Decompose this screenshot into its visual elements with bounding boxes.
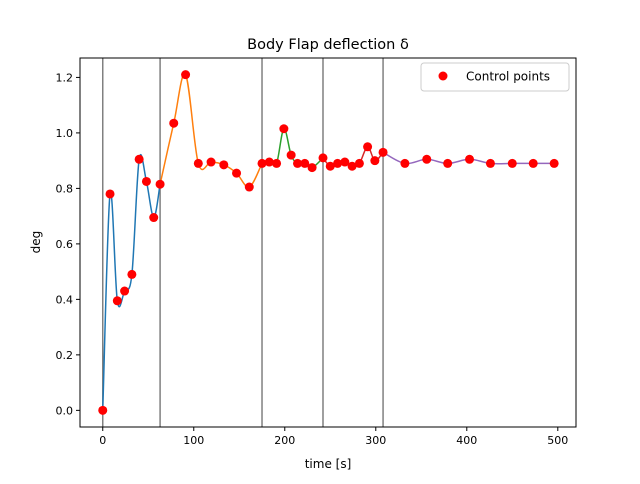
x-tick-label: 200 <box>274 434 295 447</box>
segment-boundaries <box>102 58 384 427</box>
control-point <box>98 405 108 415</box>
control-point <box>485 158 495 168</box>
control-point <box>333 158 343 168</box>
legend-marker <box>438 71 448 81</box>
x-tick-label: 400 <box>456 434 477 447</box>
control-point <box>293 158 303 168</box>
y-tick-label: 0.0 <box>56 404 74 417</box>
control-point <box>127 269 137 279</box>
control-point <box>422 154 432 164</box>
control-point <box>279 124 289 134</box>
x-axis-label: time [s] <box>305 457 352 471</box>
control-point <box>340 157 350 167</box>
control-point <box>507 158 517 168</box>
control-point <box>206 157 216 167</box>
y-tick-label: 1.0 <box>56 127 74 140</box>
control-point <box>120 286 130 296</box>
control-point <box>257 158 267 168</box>
y-tick-label: 0.4 <box>56 293 74 306</box>
control-point <box>264 157 274 167</box>
control-point <box>363 142 373 152</box>
control-point <box>149 213 159 223</box>
x-tick-label: 100 <box>183 434 204 447</box>
control-point <box>181 70 191 80</box>
control-point <box>465 154 475 164</box>
control-point <box>325 161 335 171</box>
control-point <box>354 158 364 168</box>
control-point <box>549 158 559 168</box>
legend-label: Control points <box>466 70 550 84</box>
x-tick-label: 0 <box>99 434 106 447</box>
control-point <box>400 158 410 168</box>
control-point <box>347 161 357 171</box>
y-tick-label: 0.6 <box>56 238 74 251</box>
control-point <box>105 189 115 199</box>
control-point <box>443 158 453 168</box>
y-tick-label: 1.2 <box>56 71 74 84</box>
y-tick-label: 0.8 <box>56 182 74 195</box>
y-axis-label: deg <box>29 231 43 254</box>
y-tick-label: 0.2 <box>56 349 74 362</box>
x-tick-label: 500 <box>547 434 568 447</box>
control-point <box>169 118 179 128</box>
control-point <box>318 153 328 163</box>
control-point <box>370 156 380 166</box>
control-point <box>232 168 242 178</box>
control-point <box>141 176 151 186</box>
control-point <box>155 179 165 189</box>
control-point <box>378 147 388 157</box>
control-point <box>528 158 538 168</box>
control-point <box>219 160 229 170</box>
control-point <box>286 150 296 160</box>
chart-title: Body Flap deflection δ <box>247 37 409 53</box>
control-point <box>272 158 282 168</box>
legend-box <box>420 62 570 92</box>
control-points <box>98 70 559 415</box>
control-point <box>134 154 144 164</box>
control-point <box>307 163 317 173</box>
control-point <box>300 158 310 168</box>
x-tick-label: 300 <box>365 434 386 447</box>
control-point <box>244 182 254 192</box>
legend: Control points <box>420 62 570 92</box>
control-point <box>193 158 203 168</box>
control-point <box>112 296 122 306</box>
axes: 0 100 200 300 400 500 0.0 0.2 0.4 0.6 0.8 1.0 1.2 <box>56 57 577 447</box>
axes-frame <box>79 57 577 428</box>
